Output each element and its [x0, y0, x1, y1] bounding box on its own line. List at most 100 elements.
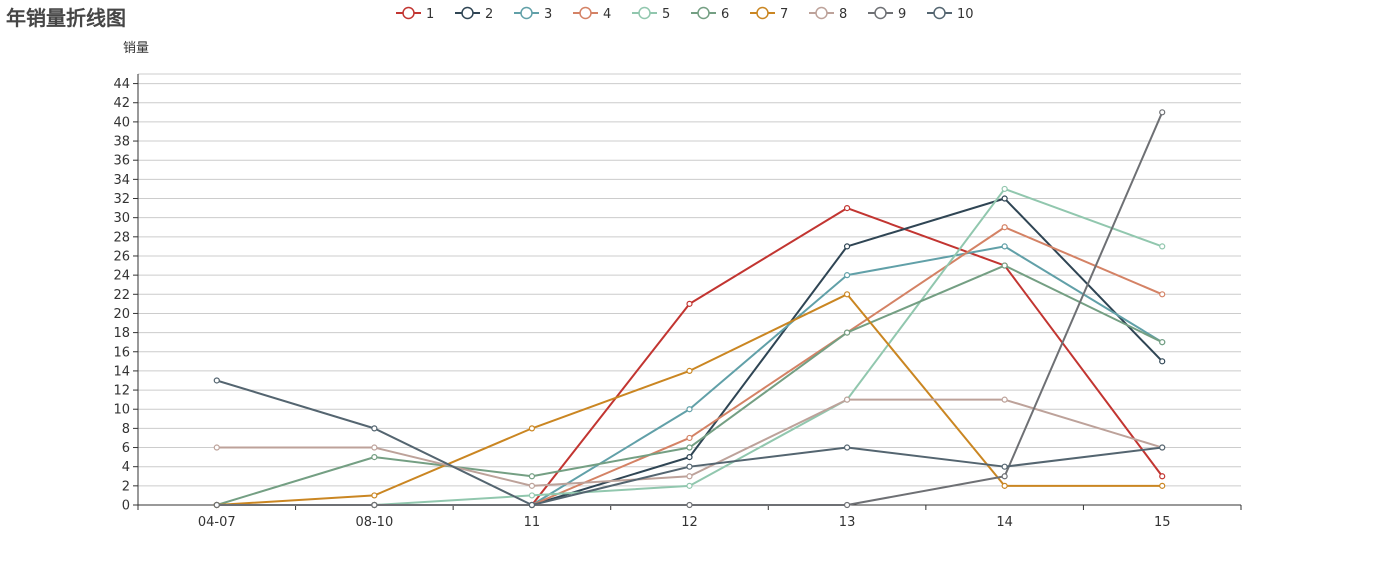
legend-item-5[interactable]: 5: [632, 6, 670, 22]
data-point: [528, 501, 536, 509]
legend-marker: [697, 6, 710, 20]
data-point: [843, 501, 851, 509]
y-tick-label: 40: [113, 115, 130, 130]
legend-label: 10: [957, 7, 974, 22]
y-tick-label: 10: [113, 403, 130, 418]
data-point: [213, 501, 220, 509]
y-axis-label: 销量: [123, 41, 149, 56]
data-point: [528, 425, 536, 432]
legend-item-7[interactable]: 7: [750, 6, 788, 22]
x-tick-label: 15: [1154, 515, 1171, 530]
series-line: [216, 226, 1163, 506]
legend-label: 9: [898, 7, 906, 22]
data-point: [528, 492, 536, 499]
data-point: [686, 444, 693, 451]
y-tick-label: 44: [113, 77, 130, 92]
data-point: [371, 492, 378, 499]
legend-marker: [638, 6, 651, 20]
x-tick-label: 11: [524, 515, 541, 530]
data-point: [371, 444, 378, 451]
legend-label: 3: [544, 7, 552, 22]
legend[interactable]: 1 2 3 4 5 6 7 8 9 10: [396, 6, 974, 22]
y-tick-label: 26: [113, 249, 130, 264]
legend-item-6[interactable]: 6: [691, 6, 729, 22]
legend-label: 4: [603, 7, 611, 22]
chart-title: 年销量折线图: [6, 6, 126, 30]
data-point: [843, 444, 851, 451]
series-line: [216, 398, 1163, 487]
data-point: [843, 204, 851, 212]
data-point: [1001, 482, 1008, 489]
legend-marker: [520, 6, 533, 20]
x-tick-label: 13: [839, 515, 856, 530]
data-point: [843, 329, 851, 336]
data-point: [1001, 396, 1008, 403]
data-point: [1159, 482, 1166, 489]
data-point: [1159, 109, 1166, 116]
legend-item-2[interactable]: 2: [455, 6, 493, 22]
data-point: [1159, 291, 1166, 298]
legend-label: 8: [839, 7, 847, 22]
data-point: [1001, 463, 1008, 470]
x-tick-label: 08-10: [355, 515, 393, 530]
data-point: [686, 473, 693, 480]
legend-marker: [756, 6, 769, 20]
data-point: [528, 482, 536, 489]
legend-label: 6: [721, 7, 729, 22]
data-point: [686, 482, 693, 489]
data-point: [213, 377, 220, 384]
y-tick-label: 14: [113, 364, 130, 379]
legend-item-8[interactable]: 8: [809, 6, 847, 22]
legend-marker: [461, 6, 474, 20]
data-point: [686, 463, 693, 470]
data-point: [1159, 243, 1166, 250]
data-point: [371, 425, 378, 432]
y-tick-label: 34: [113, 173, 130, 188]
data-point: [528, 473, 536, 480]
legend-item-9[interactable]: 9: [868, 6, 906, 22]
y-tick-label: 8: [122, 422, 130, 437]
legend-item-10[interactable]: 10: [927, 6, 974, 22]
legend-label: 1: [426, 7, 434, 22]
y-tick-label: 32: [113, 192, 130, 207]
data-point: [843, 291, 851, 298]
data-point: [1159, 358, 1166, 365]
legend-marker: [874, 6, 887, 20]
legend-label: 5: [662, 7, 670, 22]
data-point: [686, 501, 693, 509]
series-10: [213, 377, 1166, 509]
y-tick-label: 12: [113, 384, 130, 399]
data-point: [213, 444, 220, 451]
data-point: [1001, 224, 1008, 231]
y-tick-label: 20: [113, 307, 130, 322]
data-point: [843, 396, 851, 403]
y-tick-label: 0: [122, 499, 130, 514]
y-tick-label: 6: [122, 441, 130, 456]
x-tick-label: 04-07: [198, 515, 236, 530]
series-7: [213, 291, 1166, 509]
legend-item-1[interactable]: 1: [396, 6, 434, 22]
legend-item-4[interactable]: 4: [573, 6, 611, 22]
data-point: [1159, 339, 1166, 346]
series-line: [216, 207, 1164, 506]
data-point: [371, 454, 378, 461]
data-point: [1001, 473, 1008, 480]
y-tick-label: 22: [113, 288, 130, 303]
data-point: [1159, 473, 1166, 480]
y-tick-label: 24: [113, 269, 130, 284]
y-tick-label: 18: [113, 326, 130, 341]
y-tick-label: 4: [122, 460, 130, 475]
data-point: [686, 406, 693, 413]
data-point: [686, 367, 693, 375]
legend-item-3[interactable]: 3: [514, 6, 552, 22]
y-tick-label: 36: [113, 154, 130, 169]
x-tick-label: 12: [681, 515, 698, 530]
legend-marker: [579, 6, 592, 20]
grid-lines: [138, 73, 1241, 487]
data-point: [843, 243, 851, 250]
legend-label: 2: [485, 7, 493, 22]
legend-marker: [402, 6, 415, 20]
y-tick-label: 38: [113, 135, 130, 150]
x-tick-label: 14: [996, 515, 1013, 530]
